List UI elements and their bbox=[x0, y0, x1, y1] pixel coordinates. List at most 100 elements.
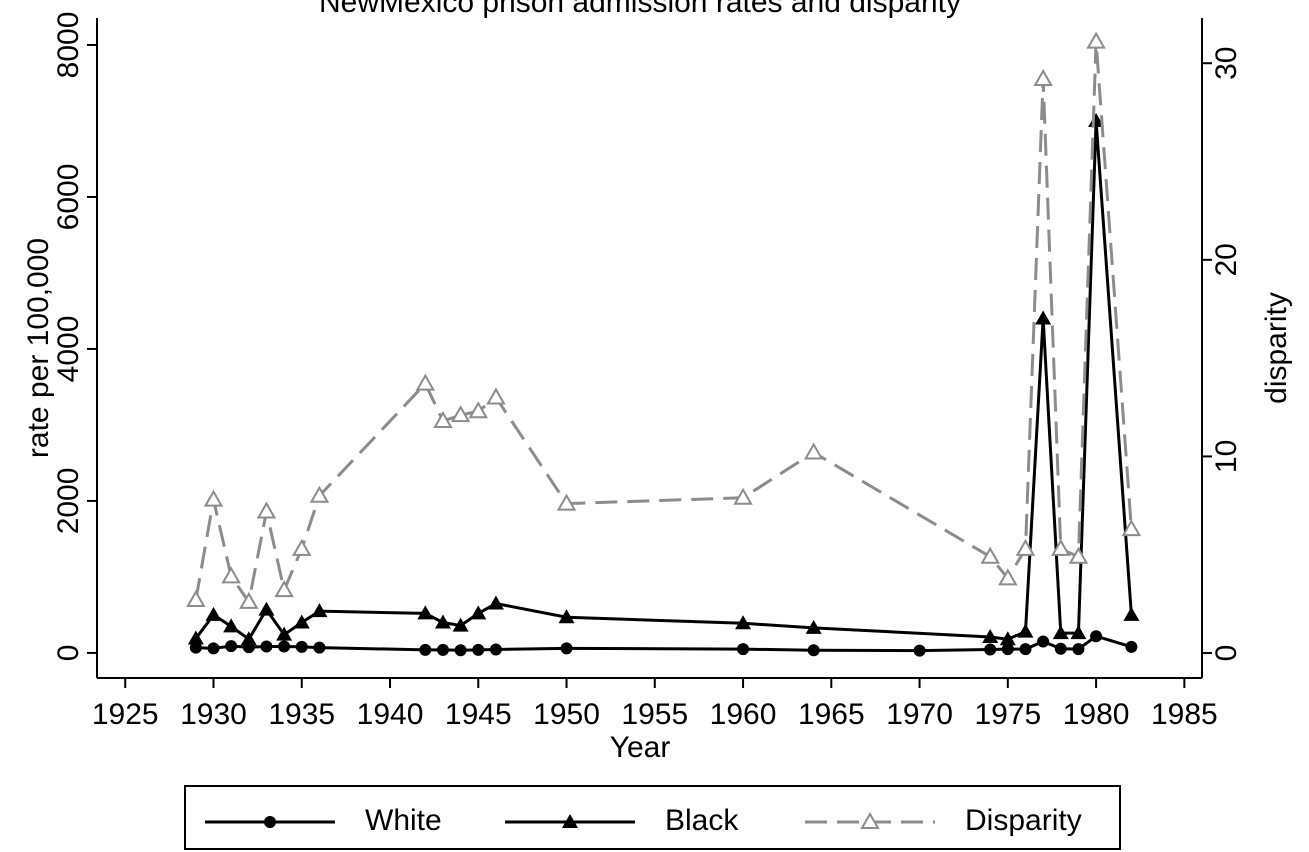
legend-label: White bbox=[365, 804, 442, 837]
point bbox=[434, 614, 451, 629]
point bbox=[187, 630, 204, 645]
point bbox=[560, 642, 573, 655]
point bbox=[558, 609, 575, 624]
x-axis-label: Year bbox=[610, 731, 671, 764]
point bbox=[984, 643, 997, 656]
y-tick-label: 8000 bbox=[52, 12, 85, 79]
point bbox=[240, 631, 257, 646]
point bbox=[221, 566, 241, 584]
point bbox=[207, 642, 220, 655]
point bbox=[733, 487, 753, 505]
point bbox=[805, 619, 822, 634]
x-tick-label: 1965 bbox=[798, 698, 865, 731]
x-tick-label: 1985 bbox=[1151, 698, 1218, 731]
y2-tick-label: 0 bbox=[1210, 645, 1243, 662]
legend-label: Disparity bbox=[965, 804, 1082, 837]
point bbox=[998, 568, 1018, 586]
point bbox=[264, 816, 276, 828]
point bbox=[278, 640, 291, 653]
point bbox=[450, 405, 471, 423]
point bbox=[489, 643, 502, 656]
point bbox=[1054, 642, 1067, 655]
point bbox=[203, 489, 224, 507]
y-tick-label: 2000 bbox=[52, 468, 85, 535]
point bbox=[1037, 635, 1050, 648]
point bbox=[1125, 640, 1138, 653]
point bbox=[470, 605, 487, 620]
point bbox=[258, 601, 275, 616]
x-tick-label: 1970 bbox=[886, 698, 953, 731]
y-axis-label: rate per 100,000 bbox=[22, 238, 55, 458]
x-tick-label: 1945 bbox=[445, 698, 512, 731]
point bbox=[1090, 630, 1103, 643]
point bbox=[556, 493, 577, 511]
y2-tick-label: 30 bbox=[1210, 47, 1243, 80]
point bbox=[274, 580, 294, 598]
x-tick-label: 1950 bbox=[533, 698, 600, 731]
point bbox=[205, 606, 222, 621]
x-tick-label: 1940 bbox=[357, 698, 424, 731]
point bbox=[189, 641, 202, 654]
legend-label: Black bbox=[665, 804, 739, 837]
point bbox=[295, 640, 308, 653]
point bbox=[454, 644, 467, 657]
point bbox=[1123, 606, 1140, 621]
point bbox=[452, 617, 469, 632]
point bbox=[982, 628, 999, 643]
point bbox=[225, 640, 238, 653]
point bbox=[293, 614, 310, 629]
point bbox=[487, 595, 504, 610]
point bbox=[239, 591, 259, 609]
chart-title: NewMexico prison admission rates and dis… bbox=[319, 0, 961, 19]
point bbox=[186, 589, 206, 607]
y2-tick-label: 20 bbox=[1210, 243, 1243, 276]
x-tick-label: 1925 bbox=[92, 698, 159, 731]
point bbox=[1068, 546, 1089, 564]
y-tick-label: 4000 bbox=[52, 316, 85, 383]
point bbox=[737, 643, 750, 656]
point bbox=[419, 643, 432, 656]
point bbox=[803, 442, 824, 460]
point bbox=[1015, 538, 1036, 556]
x-tick-label: 1980 bbox=[1063, 698, 1130, 731]
point bbox=[276, 626, 293, 641]
point bbox=[1070, 625, 1087, 640]
legend-box bbox=[184, 785, 1121, 850]
x-tick-label: 1955 bbox=[621, 698, 688, 731]
series-line bbox=[194, 41, 1133, 606]
point bbox=[468, 401, 489, 419]
y2-axis-label: disparity bbox=[1260, 292, 1293, 404]
point bbox=[860, 811, 880, 829]
point bbox=[807, 644, 820, 657]
point bbox=[1035, 310, 1052, 325]
point bbox=[486, 387, 506, 405]
point bbox=[1086, 31, 1106, 49]
point bbox=[309, 485, 330, 503]
x-tick-label: 1935 bbox=[268, 698, 335, 731]
point bbox=[562, 814, 578, 828]
point bbox=[415, 373, 436, 391]
point bbox=[256, 501, 277, 519]
point bbox=[735, 615, 752, 630]
point bbox=[417, 605, 434, 620]
y-tick-label: 0 bbox=[52, 645, 85, 662]
point bbox=[1017, 623, 1034, 638]
y-tick-label: 6000 bbox=[52, 164, 85, 231]
x-tick-label: 1960 bbox=[710, 698, 777, 731]
point bbox=[1052, 625, 1069, 640]
point bbox=[223, 618, 240, 633]
point bbox=[913, 644, 926, 657]
point bbox=[260, 640, 273, 653]
x-tick-label: 1975 bbox=[974, 698, 1041, 731]
point bbox=[999, 631, 1016, 646]
point bbox=[1019, 643, 1032, 656]
point bbox=[1072, 643, 1085, 656]
point bbox=[311, 603, 328, 618]
x-tick-label: 1930 bbox=[180, 698, 247, 731]
point bbox=[1051, 538, 1071, 556]
point bbox=[1033, 68, 1053, 86]
point bbox=[1121, 519, 1142, 537]
point bbox=[436, 643, 449, 656]
point bbox=[292, 538, 312, 556]
